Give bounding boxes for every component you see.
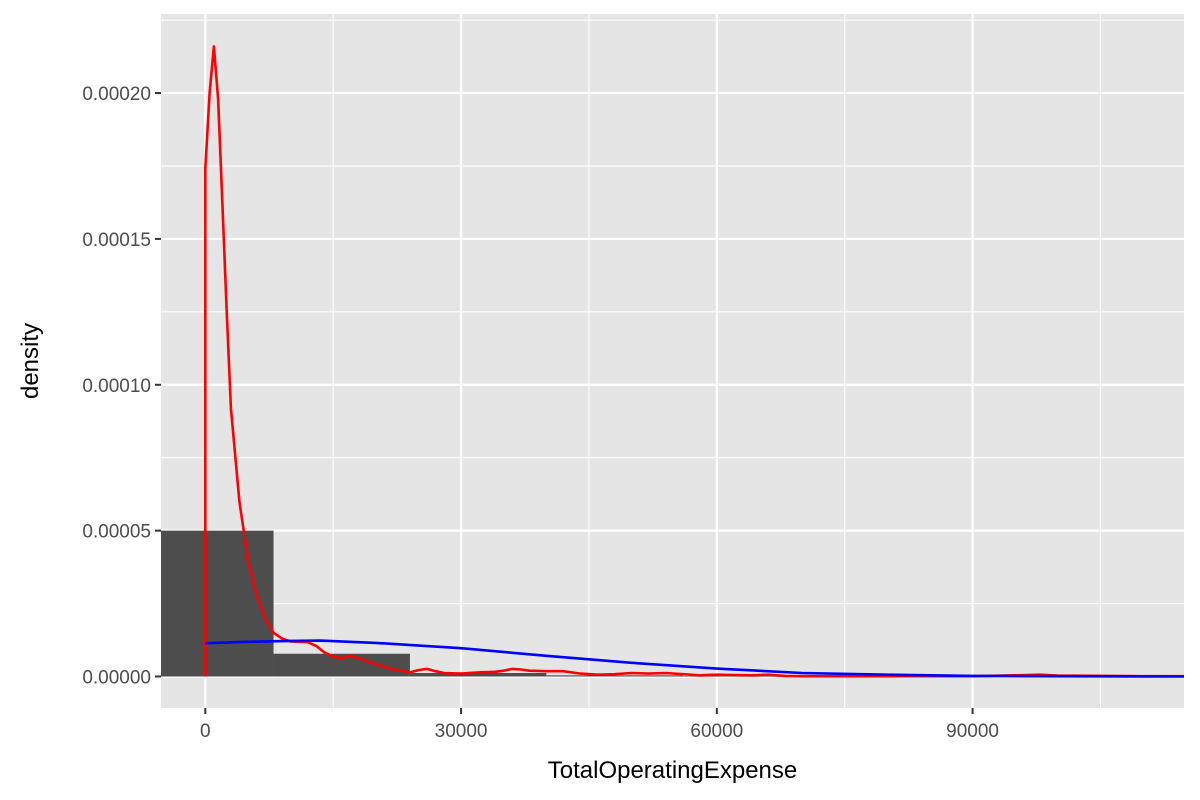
y-axis-title: density xyxy=(17,323,44,399)
y-tick-label: 0.00005 xyxy=(82,522,151,543)
y-tick-label: 0.00020 xyxy=(82,84,151,105)
x-tick-label: 0 xyxy=(200,721,211,742)
x-tick-label: 90000 xyxy=(946,721,999,742)
minor-gridlines xyxy=(161,14,1184,708)
density-curve xyxy=(204,45,1184,678)
histogram-bar xyxy=(409,672,547,677)
curve-layer xyxy=(204,45,1185,678)
x-axis-title: TotalOperatingExpense xyxy=(548,757,798,784)
plot-panel xyxy=(161,14,1184,708)
x-tick-label: 30000 xyxy=(435,721,488,742)
histogram-bars xyxy=(161,530,1184,677)
y-tick-label: 0.00015 xyxy=(82,230,151,251)
histogram-bar xyxy=(273,653,410,677)
histogram-bar xyxy=(546,675,683,677)
y-axis: 0.00000 0.00005 0.00010 0.00015 0.00020 xyxy=(82,84,161,688)
x-tick-label: 60000 xyxy=(690,721,743,742)
y-tick-label: 0.00000 xyxy=(82,667,151,688)
histogram-bar xyxy=(161,530,274,677)
normal-curve xyxy=(205,639,1185,678)
y-tick-label: 0.00010 xyxy=(82,376,151,397)
x-axis: 0 30000 60000 90000 xyxy=(200,708,999,742)
